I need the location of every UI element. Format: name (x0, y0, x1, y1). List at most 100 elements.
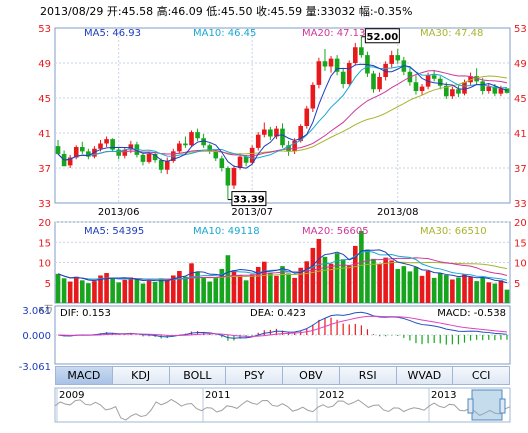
candle-body (140, 154, 146, 162)
candle-body (274, 128, 279, 137)
tab-boll[interactable]: BOLL (168, 366, 226, 385)
volume-bar (468, 276, 473, 303)
candle-body (268, 129, 273, 137)
navigator-left-handle[interactable] (467, 398, 474, 414)
candle-body (450, 89, 455, 97)
volume-bar (365, 249, 370, 303)
volume-bar (98, 275, 103, 303)
volume-bar (419, 275, 425, 303)
volume-bar (207, 281, 213, 303)
candle-body (456, 89, 461, 94)
volume-bar (183, 276, 188, 303)
candle-body (122, 149, 128, 156)
price-tick-right: 37 (514, 164, 527, 175)
volume-bar (359, 230, 364, 303)
volume-bar (86, 283, 91, 303)
volume-bar (213, 277, 219, 303)
volume-bar (158, 278, 164, 303)
legend-ma30: MA30: 47.48 (420, 28, 483, 39)
legend-ma5: MA5: 46.93 (84, 28, 141, 39)
volume-tick-left: 15 (38, 238, 51, 249)
low-label: 33.39 (233, 195, 265, 206)
candle-body (340, 71, 346, 84)
candle-body (431, 75, 437, 79)
candle-body (352, 47, 358, 63)
candle-body (73, 147, 79, 158)
volume-bar (292, 277, 297, 303)
tab-wvad[interactable]: WVAD (395, 366, 453, 385)
volume-bar (243, 280, 249, 303)
vol-legend-ma20: MA20: 56605 (302, 226, 369, 237)
price-tick-right: 45 (514, 94, 527, 105)
navigator-year-label: 2012 (319, 390, 344, 401)
volume-bar (61, 278, 67, 303)
candle-body (492, 86, 498, 94)
macd-tick-mid: 0.000 (22, 331, 51, 342)
volume-bar (480, 277, 486, 303)
candle-body (177, 143, 182, 152)
high-label: 52.00 (367, 32, 399, 43)
navigator-right-handle[interactable] (499, 398, 506, 414)
volume-bar (498, 280, 504, 303)
volume-bar (462, 274, 467, 303)
volume-bar (189, 263, 194, 303)
tab-cci[interactable]: CCI (452, 366, 510, 385)
volume-bar (413, 266, 419, 303)
candle-body (79, 147, 85, 152)
volume-bar (55, 273, 61, 303)
volume-tick-right: 20 (514, 218, 527, 229)
volume-bar (322, 256, 328, 303)
candle-body (243, 156, 249, 163)
volume-bar (268, 273, 273, 303)
candle-body (389, 55, 395, 64)
volume-bar (401, 266, 407, 303)
candle-body (334, 58, 340, 72)
price-tick-right: 49 (514, 59, 527, 70)
volume-bar (371, 258, 376, 303)
volume-bar (67, 281, 73, 303)
candle-body (110, 139, 115, 150)
volume-bar (255, 266, 261, 303)
price-tick-right: 41 (514, 129, 527, 140)
candle-body (304, 108, 310, 126)
tab-rsi[interactable]: RSI (338, 366, 396, 385)
candle-body (292, 140, 297, 152)
volume-bar (286, 273, 291, 303)
candle-body (419, 86, 425, 91)
vol-legend-ma5: MA5: 54395 (84, 226, 144, 237)
candle-body (201, 138, 206, 146)
navigator-history-line (54, 398, 511, 421)
candle-body (316, 61, 322, 85)
volume-bar (437, 273, 443, 303)
price-tick-left: 37 (38, 164, 51, 175)
candle-body (498, 88, 504, 94)
volume-bar (79, 280, 85, 303)
tab-psy[interactable]: PSY (225, 366, 282, 385)
volume-bar (431, 277, 437, 303)
volume-bar (104, 273, 109, 303)
volume-bar (92, 281, 97, 303)
volume-bar (170, 275, 176, 303)
tab-kdj[interactable]: KDJ (111, 366, 169, 385)
tab-obv[interactable]: OBV (282, 366, 339, 385)
volume-bar (340, 259, 346, 303)
vol-legend-ma30: MA30: 66510 (420, 226, 487, 237)
low-label-box (231, 191, 267, 207)
candle-body (359, 47, 364, 56)
volume-bar (195, 272, 200, 303)
volume-bar (474, 281, 479, 303)
volume-bar (389, 260, 395, 303)
volume-bar (116, 282, 122, 303)
tab-macd[interactable]: MACD (55, 366, 112, 385)
price-x-label: 2013/08 (377, 207, 419, 218)
volume-bar (395, 268, 401, 303)
volume-bar (219, 268, 225, 303)
price-x-label: 2013/06 (98, 207, 140, 218)
candle-body (146, 154, 152, 162)
macd-legend-dif: DIF: 0.153 (60, 308, 111, 319)
candle-body (237, 156, 243, 168)
candle-body (310, 84, 316, 109)
candle-body (443, 85, 449, 97)
volume-bar (225, 255, 231, 303)
